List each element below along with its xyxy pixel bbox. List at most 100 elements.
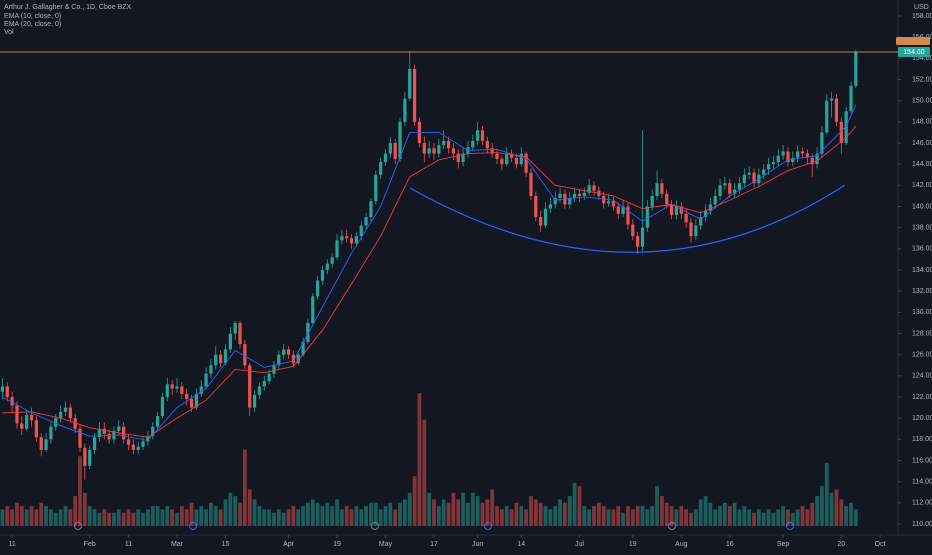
candle-body — [713, 195, 717, 205]
volume-bar — [325, 502, 330, 526]
price-flag — [896, 36, 930, 45]
volume-bar — [102, 509, 107, 526]
volume-bar — [572, 482, 577, 526]
candle-body — [175, 386, 179, 389]
x-tick-label: 11 — [125, 541, 132, 548]
candle-body — [311, 296, 315, 323]
volume-bar — [645, 509, 650, 526]
y-tick-label: 118.00 — [912, 436, 932, 443]
candle-body — [49, 426, 53, 440]
volume-bar — [383, 506, 388, 526]
candle-body — [834, 98, 839, 122]
volume-bar — [160, 509, 165, 526]
volume-bar — [747, 509, 752, 526]
volume-bar — [344, 506, 349, 526]
volume-bar — [514, 502, 519, 526]
volume-bar — [233, 496, 238, 526]
candle-body — [791, 157, 795, 163]
volume-bar — [621, 512, 626, 526]
candle-body — [844, 111, 848, 143]
volume-bar — [742, 506, 747, 526]
volume-bar — [330, 506, 335, 526]
candle-body — [369, 201, 373, 218]
candle-body — [548, 204, 552, 209]
candle-body — [766, 164, 771, 170]
volume-bar — [509, 509, 514, 526]
y-tick-label: 130.00 — [912, 309, 932, 316]
volume-bar — [800, 506, 805, 526]
volume-bar — [34, 509, 39, 526]
candle-body — [660, 183, 664, 194]
candle-body — [815, 153, 819, 165]
candle-body — [543, 208, 548, 226]
volume-bar — [664, 502, 669, 526]
volume-bar — [141, 512, 145, 526]
volume-bar — [674, 509, 679, 526]
x-tick-label: 15 — [222, 541, 230, 548]
candle-body — [708, 204, 712, 211]
candle-body — [122, 426, 126, 440]
candle-body — [631, 224, 635, 237]
volume-bar — [272, 512, 276, 526]
volume-bar — [281, 512, 286, 526]
candle-body — [408, 68, 412, 99]
chart-title: Arthur J. Gallagher & Co., 1D, Cboe BZX — [4, 4, 132, 11]
candle-body — [320, 270, 325, 281]
volume-bar — [538, 502, 543, 526]
candle-body — [442, 140, 446, 146]
currency-label: USD — [914, 4, 929, 11]
volume-bar — [189, 502, 194, 526]
candle-body — [461, 153, 465, 163]
candle-body — [0, 386, 5, 392]
candle-body — [272, 365, 276, 374]
candle-body — [733, 189, 737, 194]
volume-bar — [529, 496, 533, 526]
x-tick-label: Mar — [171, 541, 184, 548]
candle-body — [509, 153, 514, 158]
candle-body — [359, 225, 363, 237]
candle-body — [379, 162, 383, 175]
volume-bar — [635, 506, 640, 526]
volume-bar — [786, 509, 790, 526]
volume-bar — [252, 499, 257, 526]
candle-body — [238, 322, 242, 345]
volume-bar — [698, 499, 703, 526]
candle-body — [189, 399, 194, 408]
volume-bar — [761, 512, 766, 526]
volume-bar — [179, 506, 184, 526]
volume-bar — [407, 492, 412, 526]
volume-bar — [820, 486, 824, 526]
y-tick-label: 122.00 — [912, 394, 932, 401]
volume-bar — [616, 506, 621, 526]
volume-bar — [184, 509, 189, 526]
volume-bar — [810, 502, 815, 526]
candle-body — [699, 217, 703, 226]
volume-bar — [436, 506, 441, 526]
volume-bar — [504, 506, 509, 526]
volume-bar — [5, 506, 10, 526]
candle-body — [34, 420, 38, 438]
candle-body — [194, 393, 198, 408]
volume-bar — [611, 509, 616, 526]
y-tick-label: 142.00 — [912, 182, 932, 189]
volume-bar — [737, 509, 742, 526]
volume-bar — [601, 506, 606, 526]
volume-bar — [213, 506, 218, 526]
candle-body — [718, 185, 722, 196]
volume-bar — [87, 506, 92, 526]
candle-body — [252, 394, 257, 408]
candle-body — [88, 449, 92, 466]
candle-body — [393, 142, 397, 159]
candle-body — [185, 393, 189, 400]
volume-bar — [630, 509, 635, 526]
candle-body — [577, 193, 582, 196]
volume-bar — [490, 489, 495, 526]
y-tick-label: 152.00 — [912, 76, 932, 83]
volume-bar — [131, 512, 136, 526]
candle-body — [223, 349, 228, 364]
volume-bar — [53, 512, 58, 526]
indicator-label: EMA (10, close, 0) — [4, 13, 61, 20]
volume-bar — [39, 502, 44, 526]
volume-bar — [567, 496, 572, 526]
